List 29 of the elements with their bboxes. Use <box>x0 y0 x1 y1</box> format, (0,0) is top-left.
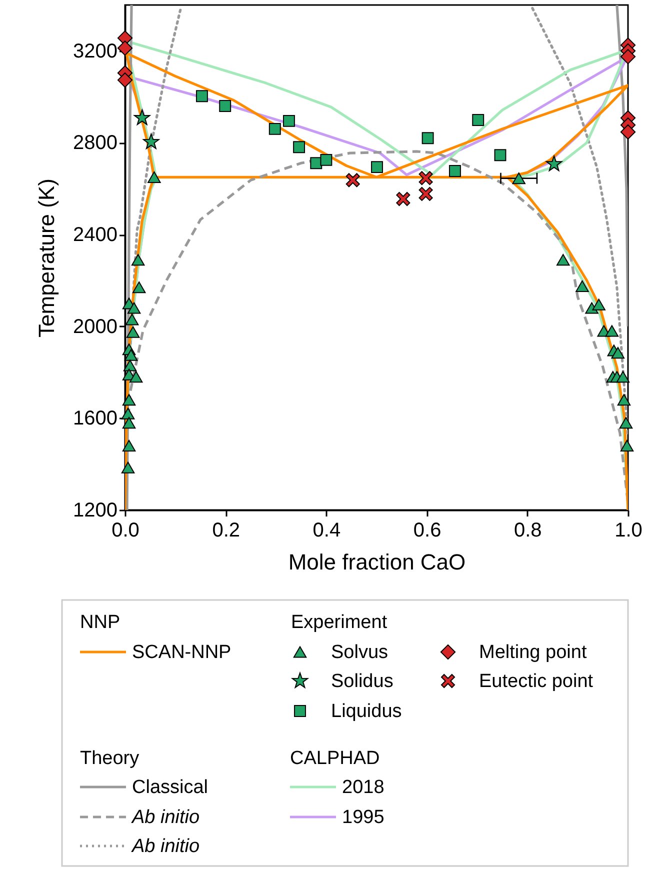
legend-label: Classical <box>132 777 208 798</box>
y-tick-label: 1600 <box>73 408 118 430</box>
legend-label: SCAN-NNP <box>132 642 232 663</box>
x-tick-label: 1.0 <box>614 520 642 542</box>
legend-label: Liquidus <box>331 701 402 722</box>
legend-label: Ab initio <box>131 807 200 828</box>
legend-label: Melting point <box>479 642 588 663</box>
y-tick-label: 1200 <box>73 500 118 522</box>
x-tick-label: 0.6 <box>413 520 442 542</box>
y-axis-title: Temperature (K) <box>34 178 60 338</box>
text: Experiment <box>291 612 388 633</box>
x-tick-label: 0.2 <box>212 520 240 542</box>
text: NNP <box>80 612 120 633</box>
y-tick-label: 2400 <box>73 224 118 246</box>
y-tick-label: 2000 <box>73 316 118 338</box>
legend-label: Solvus <box>331 642 388 663</box>
x-tick-label: 0.4 <box>312 520 341 542</box>
legend-label: Ab initio <box>131 836 200 857</box>
legend-label: 2018 <box>342 777 384 798</box>
legend-label: Eutectic point <box>479 671 594 692</box>
x-tick-label: 0.0 <box>112 520 140 542</box>
text: Theory <box>80 748 140 769</box>
y-tick-label: 3200 <box>73 40 118 62</box>
y-tick-label: 2800 <box>73 132 118 154</box>
x-tick-label: 0.8 <box>514 520 542 542</box>
legend-label: 1995 <box>342 807 384 828</box>
text: CALPHAD <box>290 748 380 769</box>
x-axis-title: Mole fraction CaO <box>288 550 466 574</box>
legend-label: Solidus <box>331 671 394 692</box>
